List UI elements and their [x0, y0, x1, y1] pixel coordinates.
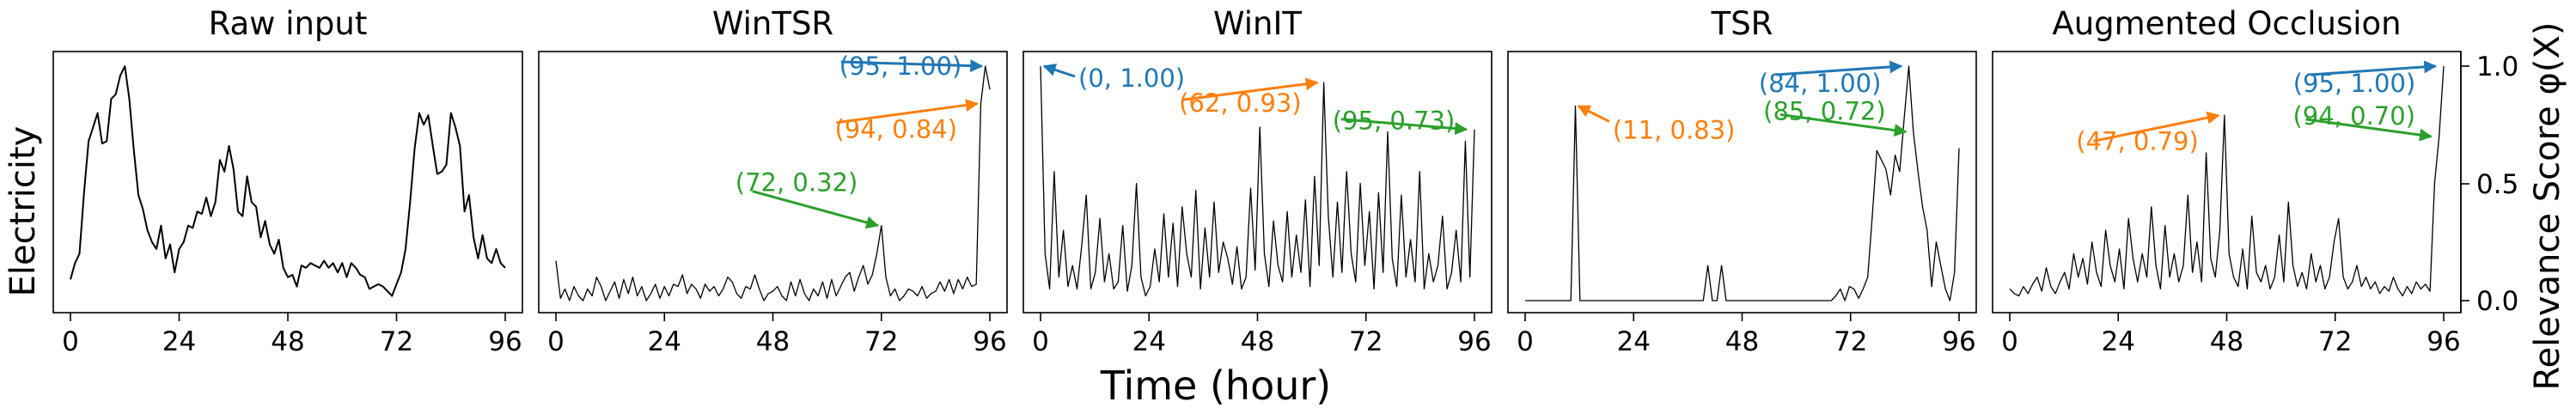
- x-tick-label: 24: [162, 326, 196, 357]
- x-tick-label: 48: [756, 326, 790, 357]
- plot-frame: [1507, 51, 1977, 314]
- x-axis-label: Time (hour): [1100, 362, 1331, 409]
- series-line: [555, 65, 991, 301]
- panel-title: Augmented Occlusion: [2052, 5, 2401, 42]
- x-tick-label: 48: [1241, 326, 1274, 357]
- x-tick-label: 96: [1457, 326, 1491, 357]
- annotation-arrow: [1182, 77, 1319, 101]
- annotation-arrow: [1779, 113, 1908, 137]
- annotation-arrow: [1042, 64, 1076, 78]
- annotation-arrow: [2310, 60, 2438, 76]
- series-line: [1525, 65, 1960, 301]
- x-tick-label: 48: [271, 326, 304, 357]
- right-tick-label-1: 0.5: [2476, 169, 2518, 200]
- annotation-label: (11, 0.83): [1613, 115, 1736, 144]
- chart-panel: WinIT 0 24 48 72 96 (0, 1.00)(62, 0.93) (95, 0.…: [1022, 5, 1492, 357]
- x-tick-label: 0: [1032, 326, 1049, 357]
- x-tick-label: 72: [1834, 326, 1867, 357]
- series-line: [2009, 65, 2445, 297]
- annotation-arrow: [1577, 105, 1610, 123]
- x-tick-label: 72: [1349, 326, 1383, 357]
- annotation-arrow: [1775, 60, 1903, 76]
- x-tick-label: 96: [2426, 326, 2460, 357]
- right-y-axis-label: Relevance Score φ(X): [2528, 22, 2567, 391]
- right-tick-label-2: 1.0: [2476, 52, 2518, 82]
- x-tick-label: 0: [547, 326, 565, 357]
- chart-panel: TSR 0 24 48 72 96 (84, 1.00) (11, 0.83) (85, 0.7…: [1507, 5, 1977, 357]
- annotation-label: (62, 0.93): [1179, 88, 1302, 118]
- annotation-label: (94, 0.70): [2292, 101, 2415, 131]
- chart-panel: Augmented Occlusion 0 24 48 72 96 (95, 1.00) (4…: [1992, 5, 2462, 357]
- x-tick-label: 24: [1132, 326, 1166, 357]
- right-tick-label-0: 0.0: [2476, 286, 2518, 317]
- annotation-label: (47, 0.79): [2076, 126, 2199, 155]
- panel-title: Raw input: [209, 5, 368, 42]
- plot-frame: [52, 51, 523, 314]
- panel-title: WinTSR: [712, 5, 833, 42]
- annotation-arrow: [752, 190, 880, 229]
- x-tick-label: 0: [2001, 326, 2018, 357]
- series-line: [1040, 65, 1475, 297]
- x-tick-label: 72: [2318, 326, 2352, 357]
- chart-panel: Raw input 0 24 48 72 96: [52, 5, 523, 357]
- x-tick-label: 48: [1725, 326, 1759, 357]
- annotation-label: (85, 0.72): [1763, 96, 1886, 125]
- annotation-label: (84, 1.00): [1759, 69, 1882, 98]
- annotation-label: (95, 1.00): [2293, 69, 2416, 98]
- left-y-axis-label: Electricity: [3, 126, 43, 297]
- annotation-label: (94, 0.84): [834, 115, 957, 144]
- x-tick-label: 0: [62, 326, 79, 357]
- x-tick-label: 24: [2102, 326, 2135, 357]
- annotation-label: (95, 0.73): [1333, 107, 1456, 136]
- annotation-arrow: [1340, 118, 1468, 136]
- annotation-arrow: [840, 59, 984, 73]
- annotation-arrow: [836, 99, 979, 125]
- panel-title: WinIT: [1213, 5, 1302, 42]
- panel-title: TSR: [1711, 5, 1773, 42]
- annotation-label: (72, 0.32): [736, 168, 858, 198]
- x-tick-label: 96: [1942, 326, 1975, 357]
- chart-panel: WinTSR 0 24 48 72 96 (95, 1.00) (94, 0.84) (72, …: [538, 5, 1008, 357]
- annotation-label: (0, 1.00): [1078, 64, 1185, 93]
- x-tick-label: 48: [2210, 326, 2243, 357]
- x-tick-label: 72: [380, 326, 413, 357]
- x-tick-label: 0: [1517, 326, 1534, 357]
- series-line: [70, 65, 506, 297]
- right-relevance-axis: 0.0 0.5 1.0: [2460, 52, 2518, 317]
- x-tick-label: 96: [973, 326, 1006, 357]
- x-tick-label: 24: [1617, 326, 1651, 357]
- x-tick-label: 72: [864, 326, 898, 357]
- annotation-arrow: [2305, 118, 2433, 142]
- x-tick-label: 96: [488, 326, 522, 357]
- annotation-label: (95, 1.00): [839, 52, 962, 81]
- annotation-arrow: [2092, 111, 2220, 143]
- x-tick-label: 24: [648, 326, 681, 357]
